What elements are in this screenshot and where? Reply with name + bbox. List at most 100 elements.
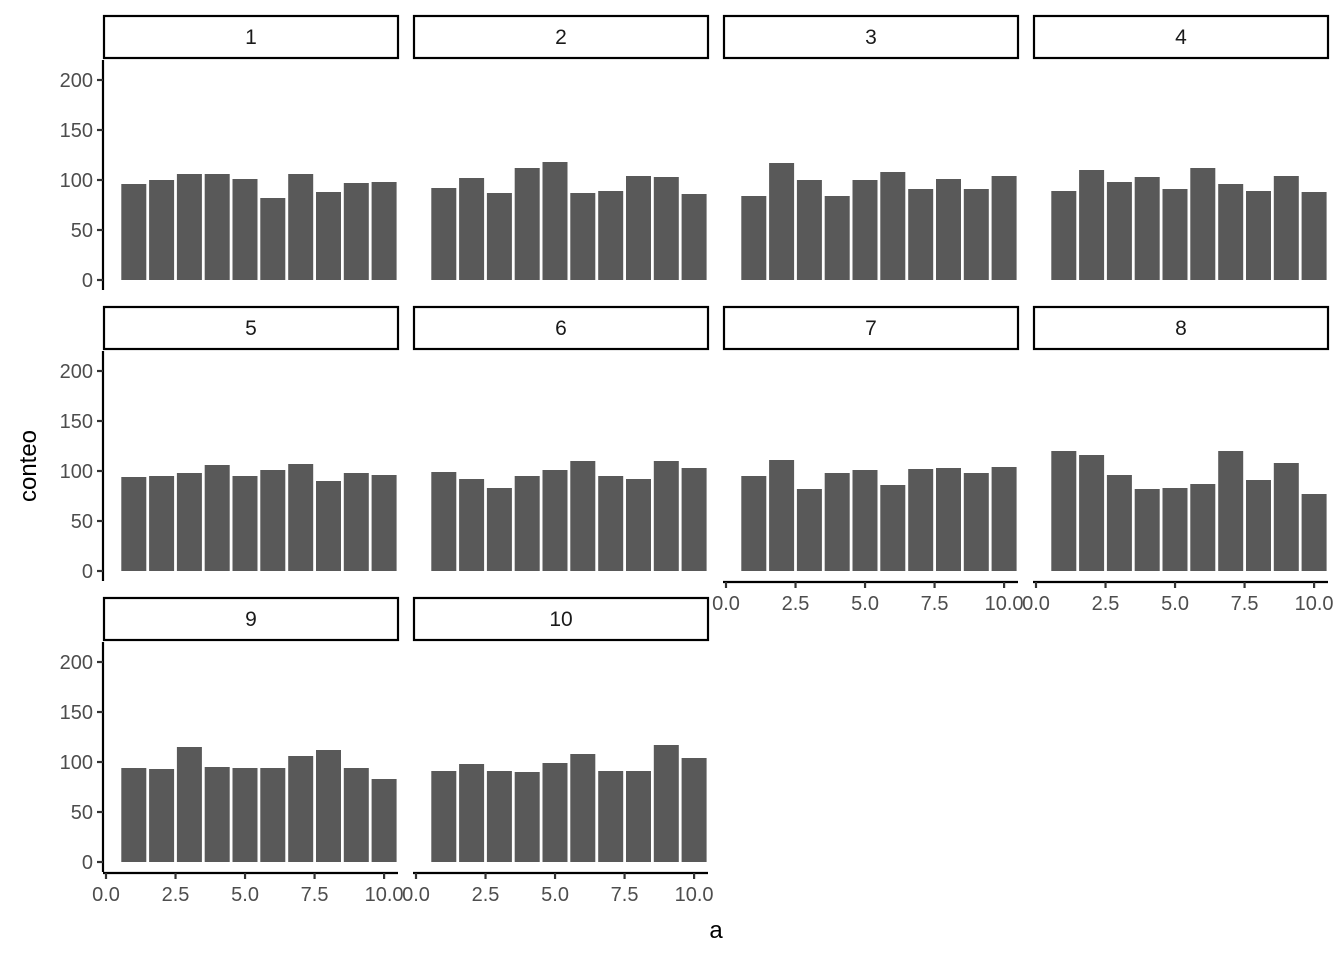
bar xyxy=(1079,170,1105,280)
x-tick-label: 5.0 xyxy=(541,884,569,906)
x-tick-label: 7.5 xyxy=(921,593,949,615)
bar xyxy=(1051,191,1077,280)
bar xyxy=(653,461,679,571)
bar xyxy=(796,180,822,280)
facet-panel-8: 8 0.0 2.5 5.0 7.5 10.0 xyxy=(1022,305,1334,615)
bar xyxy=(570,461,596,571)
bar xyxy=(204,465,230,571)
bar xyxy=(176,473,202,571)
x-tick-label: 5.0 xyxy=(231,884,259,906)
x-tick-label: 2.5 xyxy=(162,884,190,906)
facet-strip-label: 5 xyxy=(245,317,257,340)
bar xyxy=(1218,451,1244,571)
facet-strip xyxy=(102,596,400,642)
bar xyxy=(880,172,906,280)
facet-strip-label: 8 xyxy=(1175,317,1187,340)
facet-strip-label: 2 xyxy=(555,26,567,49)
x-tick-label: 5.0 xyxy=(851,593,879,615)
bar xyxy=(1106,182,1132,280)
bar xyxy=(459,764,485,862)
facet-strip-label: 9 xyxy=(245,608,257,631)
bar xyxy=(1301,494,1327,571)
y-tick-label: 0 xyxy=(82,852,93,874)
y-axis-title: conteo xyxy=(15,430,42,502)
facet-strip xyxy=(722,14,1020,60)
x-tick-label: 5.0 xyxy=(1161,593,1189,615)
bar xyxy=(260,470,286,571)
x-tick-label: 10.0 xyxy=(675,884,714,906)
bar xyxy=(1246,191,1271,280)
bar xyxy=(176,747,202,862)
bar xyxy=(769,163,795,280)
bar xyxy=(121,184,147,280)
y-tick-label: 100 xyxy=(60,170,93,192)
x-tick-label: 0.0 xyxy=(1022,593,1050,615)
bar xyxy=(1273,463,1299,571)
bar xyxy=(288,756,314,862)
bar xyxy=(149,769,175,862)
bar xyxy=(431,188,457,280)
bar xyxy=(371,475,397,571)
bar xyxy=(908,469,934,571)
bar xyxy=(121,477,147,571)
x-tick-label: 10.0 xyxy=(365,884,404,906)
facet-panel-10: 10 0.0 2.5 5.0 7.5 10.0 xyxy=(402,596,714,906)
bar xyxy=(459,479,485,571)
y-tick-label: 0 xyxy=(82,561,93,583)
bar xyxy=(486,771,512,862)
bar xyxy=(288,464,314,571)
bar xyxy=(343,473,369,571)
bar xyxy=(232,768,258,862)
bar xyxy=(936,468,961,571)
bar xyxy=(232,476,258,571)
bar xyxy=(514,772,540,862)
bar xyxy=(852,470,878,571)
bar xyxy=(598,771,624,862)
bar xyxy=(1162,189,1188,280)
bar xyxy=(963,473,989,571)
x-tick-label: 10.0 xyxy=(1295,593,1334,615)
facet-strip-label: 7 xyxy=(865,317,877,340)
facet-strip xyxy=(102,305,400,351)
bar xyxy=(1134,489,1160,571)
bar xyxy=(824,473,850,571)
bar xyxy=(371,182,397,280)
facet-panel-3: 3 xyxy=(722,14,1020,280)
bar xyxy=(343,768,369,862)
bar xyxy=(598,191,624,280)
bar xyxy=(316,192,341,280)
facet-strip-label: 6 xyxy=(555,317,567,340)
facet-strip-label: 4 xyxy=(1175,26,1187,49)
bar xyxy=(121,768,147,862)
bar xyxy=(514,168,540,280)
bar xyxy=(431,472,457,571)
facet-panel-6: 6 xyxy=(412,305,710,571)
facet-panel-1: 1 0 50 100 150 200 xyxy=(60,14,400,292)
bar xyxy=(316,481,341,571)
bar xyxy=(1079,455,1105,571)
bar xyxy=(681,468,707,571)
facet-strip xyxy=(1032,14,1330,60)
bar xyxy=(653,177,679,280)
bar xyxy=(626,771,651,862)
facet-panel-4: 4 xyxy=(1032,14,1330,280)
bar xyxy=(514,476,540,571)
bar xyxy=(316,750,341,862)
bar xyxy=(459,178,485,280)
y-tick-label: 150 xyxy=(60,411,93,433)
bar xyxy=(343,183,369,280)
y-tick-label: 0 xyxy=(82,270,93,292)
facet-panel-9: 9 0 50 100 150 200 0.0 2.5 5.0 7.5 10.0 xyxy=(60,596,404,906)
x-tick-label: 2.5 xyxy=(1092,593,1120,615)
bar xyxy=(176,174,202,280)
bar xyxy=(769,460,795,571)
bar xyxy=(260,768,286,862)
facet-strip-label: 10 xyxy=(549,608,572,631)
bar xyxy=(1134,177,1160,280)
facet-strip xyxy=(1032,305,1330,351)
facet-strip xyxy=(412,14,710,60)
y-tick-label: 50 xyxy=(71,511,93,533)
bar xyxy=(681,194,707,280)
